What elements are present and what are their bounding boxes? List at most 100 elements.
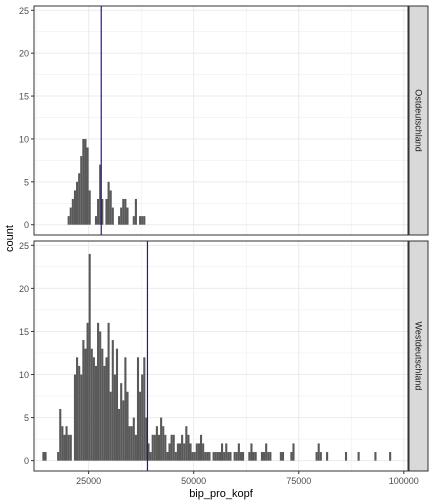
- histogram-bar: [69, 434, 72, 461]
- histogram-bar: [94, 365, 98, 461]
- histogram-bar: [67, 216, 70, 225]
- histogram-bar: [248, 452, 251, 461]
- histogram-bar: [118, 216, 121, 225]
- y-tick-label: 0: [24, 456, 29, 466]
- histogram-bar: [86, 322, 89, 461]
- x-tick-label: 25000: [76, 476, 101, 486]
- histogram-bar: [122, 400, 125, 461]
- histogram-bar: [237, 443, 240, 461]
- histogram-bar: [143, 216, 146, 225]
- histogram-bar: [239, 452, 243, 461]
- histogram-bar: [124, 357, 127, 461]
- histogram-bar: [141, 216, 144, 225]
- histogram-bar: [290, 452, 293, 461]
- histogram-bar: [80, 156, 83, 225]
- histogram-bar: [227, 452, 230, 461]
- histogram-bar: [134, 198, 137, 225]
- histogram-bar: [99, 331, 102, 461]
- histogram-bar: [97, 198, 100, 225]
- histogram-bar: [195, 443, 198, 461]
- histogram-bar: [122, 198, 125, 225]
- y-tick-label: 20: [19, 284, 29, 294]
- histogram-bar: [126, 207, 129, 225]
- histogram-bar: [80, 374, 83, 461]
- histogram-bar: [44, 452, 47, 461]
- histogram-bar: [279, 452, 282, 461]
- histogram-bar: [71, 198, 74, 225]
- histogram-bar: [326, 452, 329, 461]
- histogram-bar: [59, 408, 62, 461]
- histogram-bar: [202, 443, 205, 461]
- histogram-bar: [73, 374, 77, 461]
- y-tick-label: 15: [19, 327, 29, 337]
- histogram-bar: [82, 138, 85, 225]
- histogram-bar: [233, 452, 236, 461]
- histogram-bar: [76, 181, 79, 225]
- histogram-bar: [166, 452, 169, 461]
- histogram-bar: [265, 443, 268, 461]
- histogram-bar: [113, 374, 116, 461]
- y-tick-label: 0: [24, 220, 29, 230]
- histogram-bar: [374, 452, 377, 461]
- histogram-bar: [42, 452, 45, 461]
- histogram-bar: [139, 391, 142, 461]
- histogram-bar: [191, 452, 194, 461]
- histogram-bar: [107, 322, 110, 461]
- histogram-bar: [267, 452, 270, 461]
- histogram-bar: [235, 452, 238, 461]
- histogram-bar: [160, 417, 163, 461]
- histogram-bar: [84, 138, 87, 225]
- histogram-bar: [134, 434, 137, 461]
- histogram-bar: [181, 434, 184, 461]
- histogram-bar: [94, 216, 98, 225]
- histogram-bar: [103, 365, 106, 461]
- histogram-bar: [90, 348, 93, 461]
- x-tick-label: 50000: [181, 476, 206, 486]
- histogram-bar: [269, 452, 272, 461]
- histogram-bar: [193, 452, 196, 461]
- facet-strip: [408, 240, 429, 472]
- y-tick-label: 25: [19, 6, 29, 16]
- histogram-bar: [199, 434, 203, 461]
- histogram-bar: [109, 391, 112, 461]
- histogram-bar: [185, 426, 188, 461]
- histogram-bar: [162, 426, 165, 461]
- histogram-bar: [126, 391, 129, 461]
- histogram-bar: [317, 443, 320, 461]
- histogram-bar: [141, 374, 144, 461]
- histogram-bar: [63, 434, 66, 461]
- histogram-bar: [88, 253, 91, 461]
- histogram-bar: [120, 383, 123, 461]
- histogram-bar: [164, 434, 167, 461]
- histogram-bar: [78, 365, 81, 461]
- panel-border: [33, 240, 409, 472]
- histogram-bar: [65, 426, 68, 461]
- histogram-bar: [143, 357, 146, 461]
- histogram-bar: [124, 198, 127, 225]
- x-tick-label: 100000: [389, 476, 419, 486]
- histogram-bar: [229, 452, 232, 461]
- histogram-bar: [78, 173, 81, 225]
- histogram-bar: [97, 322, 100, 461]
- histogram-bar: [111, 207, 114, 225]
- histogram-bar: [214, 452, 217, 461]
- histogram-bar: [120, 207, 123, 225]
- histogram-bar: [178, 443, 182, 461]
- histogram-bar: [216, 452, 219, 461]
- facet-strip: [408, 5, 429, 236]
- panel-background: [34, 6, 408, 235]
- histogram-bar: [168, 443, 171, 461]
- histogram-bar: [111, 340, 114, 461]
- histogram-bar: [174, 452, 177, 461]
- histogram-bar: [88, 190, 91, 225]
- histogram-bar: [223, 452, 226, 461]
- histogram-bar: [281, 452, 285, 461]
- histogram-bar: [145, 417, 148, 461]
- histogram-bar: [149, 452, 152, 461]
- histogram-bar: [101, 198, 104, 225]
- histogram-bar: [187, 434, 190, 461]
- histogram-bar: [176, 443, 179, 461]
- histogram-bar: [86, 147, 89, 225]
- histogram-bar: [107, 181, 110, 225]
